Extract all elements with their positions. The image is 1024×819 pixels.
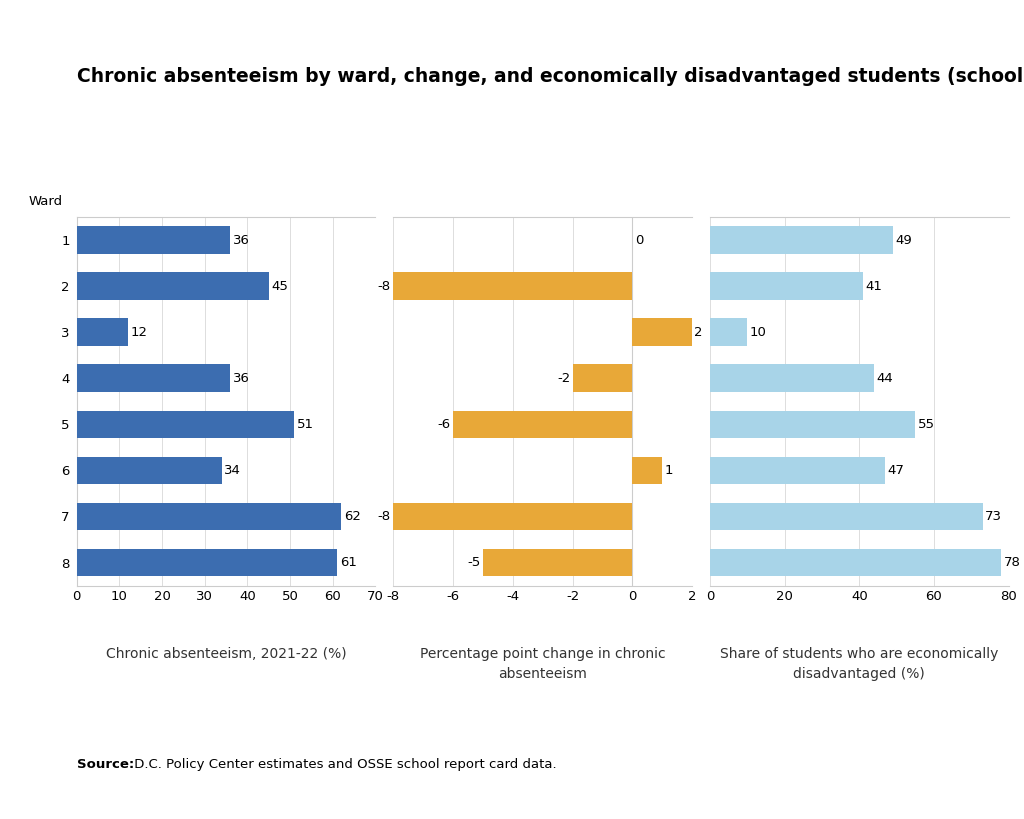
- Text: 34: 34: [224, 464, 242, 477]
- Text: -8: -8: [378, 510, 391, 523]
- Bar: [632, 456, 663, 484]
- Bar: [710, 364, 874, 392]
- Text: 61: 61: [340, 556, 356, 569]
- Text: 36: 36: [232, 372, 250, 385]
- Text: 49: 49: [895, 233, 912, 247]
- Text: 62: 62: [344, 510, 360, 523]
- Bar: [710, 319, 748, 346]
- Text: -5: -5: [467, 556, 480, 569]
- Bar: [710, 503, 982, 531]
- Text: Source:: Source:: [77, 758, 134, 771]
- Text: Ward: Ward: [29, 195, 63, 208]
- Text: 78: 78: [1004, 556, 1020, 569]
- Text: 10: 10: [750, 326, 766, 339]
- Text: -2: -2: [557, 372, 570, 385]
- Bar: [77, 410, 295, 438]
- Bar: [710, 272, 863, 300]
- Text: 41: 41: [865, 279, 882, 292]
- Bar: [77, 456, 222, 484]
- Bar: [632, 319, 692, 346]
- Bar: [77, 549, 337, 577]
- Text: 44: 44: [877, 372, 893, 385]
- Bar: [393, 503, 632, 531]
- Bar: [483, 549, 632, 577]
- Bar: [710, 410, 915, 438]
- Text: Percentage point change in chronic
absenteeism: Percentage point change in chronic absen…: [420, 647, 666, 681]
- Text: 2: 2: [694, 326, 702, 339]
- Bar: [710, 226, 893, 254]
- Bar: [572, 364, 632, 392]
- Text: 45: 45: [271, 279, 288, 292]
- Text: Chronic absenteeism by ward, change, and economically disadvantaged students (sc: Chronic absenteeism by ward, change, and…: [77, 67, 1024, 86]
- Text: 51: 51: [297, 418, 314, 431]
- Text: Share of students who are economically
disadvantaged (%): Share of students who are economically d…: [720, 647, 998, 681]
- Bar: [710, 456, 886, 484]
- Text: 0: 0: [635, 233, 643, 247]
- Bar: [77, 503, 341, 531]
- Text: 47: 47: [888, 464, 904, 477]
- Text: Chronic absenteeism, 2021-22 (%): Chronic absenteeism, 2021-22 (%): [105, 647, 346, 661]
- Text: 73: 73: [985, 510, 1001, 523]
- Text: 12: 12: [131, 326, 147, 339]
- Bar: [453, 410, 632, 438]
- Text: 36: 36: [232, 233, 250, 247]
- Text: D.C. Policy Center estimates and OSSE school report card data.: D.C. Policy Center estimates and OSSE sc…: [130, 758, 557, 771]
- Bar: [77, 319, 128, 346]
- Text: 1: 1: [665, 464, 673, 477]
- Bar: [710, 549, 1001, 577]
- Text: -6: -6: [437, 418, 451, 431]
- Bar: [77, 226, 230, 254]
- Bar: [77, 272, 268, 300]
- Text: 55: 55: [918, 418, 935, 431]
- Bar: [77, 364, 230, 392]
- Bar: [393, 272, 632, 300]
- Text: -8: -8: [378, 279, 391, 292]
